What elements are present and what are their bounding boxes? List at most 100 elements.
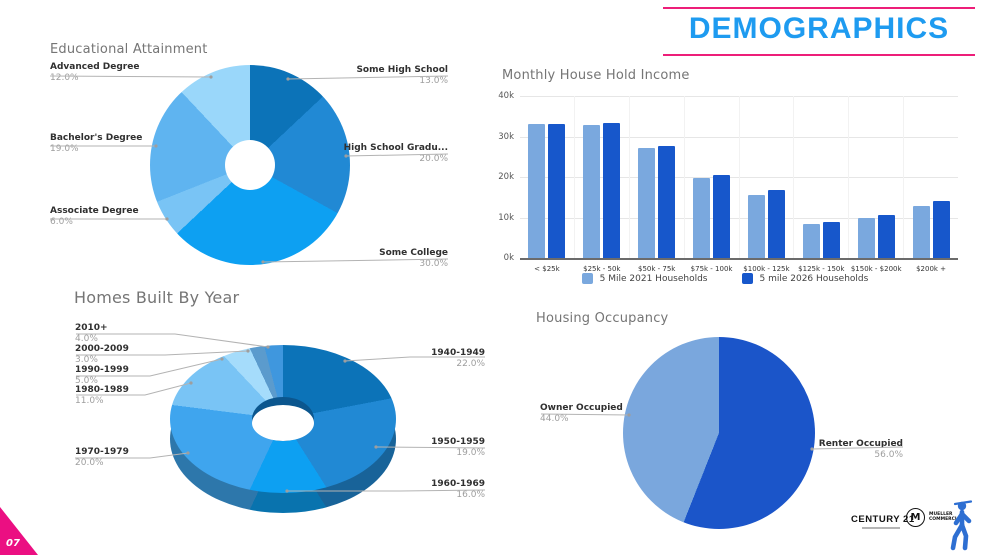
slice-label: Advanced Degree: [50, 62, 140, 72]
bar: [548, 123, 566, 258]
walking-person-icon: [950, 500, 973, 551]
x-tick-label: $100k - 125k: [743, 265, 790, 273]
bar: [603, 123, 621, 258]
slice-label: Bachelor's Degree: [50, 133, 143, 143]
mueller-monogram: M: [906, 508, 925, 527]
century21-logo: CENTURY 21: [851, 514, 915, 525]
x-tick-label: $200k +: [916, 265, 947, 273]
bar: [912, 205, 930, 258]
bar: [857, 218, 875, 258]
slice-value: 19.0%: [50, 144, 79, 154]
education-label-some-college: Some College 30.0%: [288, 248, 448, 270]
homes-label-1970-1979: 1970-1979 20.0%: [75, 447, 129, 469]
legend-item: 5 mile 2026 Households: [741, 273, 869, 284]
slice-label: 1970-1979: [75, 447, 129, 457]
homes-label-1990-1999: 1990-1999 5.0%: [75, 365, 129, 387]
bar-group: $75k - 100k: [683, 96, 739, 273]
slice-label: 1990-1999: [75, 365, 129, 375]
slice-value: 19.0%: [456, 448, 485, 458]
education-chart-title: Educational Attainment: [50, 42, 208, 57]
legend-label: 5 mile 2026 Households: [759, 273, 869, 284]
slice-label: 1940-1949: [431, 348, 485, 358]
homes-label-1940-1949: 1940-1949 22.0%: [325, 348, 485, 370]
mueller-line1: MUELLER: [929, 512, 953, 517]
legend-item: 5 Mile 2021 Households: [581, 273, 708, 284]
homes-donut-chart: [170, 345, 396, 513]
slice-label: 2010+: [75, 323, 108, 333]
x-axis-line: [520, 258, 958, 260]
bar: [528, 124, 546, 258]
bar: [822, 221, 840, 258]
slice-label: 1950-1959: [431, 437, 485, 447]
slice-value: 11.0%: [75, 396, 104, 406]
slice-value: 13.0%: [419, 76, 448, 86]
bar: [932, 200, 950, 258]
slice-value: 44.0%: [540, 414, 569, 424]
homes-label-1980-1989: 1980-1989 11.0%: [75, 385, 129, 407]
x-tick-label: $75k - 100k: [690, 265, 733, 273]
education-donut-hole: [225, 140, 275, 190]
x-tick-label: $150k - $200k: [850, 265, 902, 273]
slice-value: 6.0%: [50, 217, 73, 227]
y-tick-label: 10k: [498, 212, 514, 223]
slice-value: 56.0%: [874, 450, 903, 460]
slice-value: 20.0%: [75, 458, 104, 468]
mueller-logo-text: MUELLER COMMERCIAL: [929, 512, 963, 522]
bar: [693, 178, 711, 258]
mueller-line2: COMMERCIAL: [929, 517, 963, 522]
bar: [767, 189, 785, 258]
bar-group: $100k - 125k: [738, 96, 794, 273]
homes-label-1960-1969: 1960-1969 16.0%: [325, 479, 485, 501]
bar-group: $25k - 50k: [573, 96, 629, 273]
slice-label: High School Gradu...: [343, 143, 448, 153]
income-legend: 5 Mile 2021 Households 5 mile 2026 Househ…: [505, 273, 945, 284]
legend-label: 5 Mile 2021 Households: [599, 273, 708, 284]
slice-label: Some College: [379, 248, 448, 258]
education-label-some-high-school: Some High School 13.0%: [288, 65, 448, 87]
bar-row: < $25k $25k - 50k $50k - 75k $75k - 100k $10…: [520, 96, 958, 273]
slice-value: 5.0%: [75, 376, 98, 386]
x-tick-label: < $25k: [534, 265, 560, 273]
education-donut-chart: [150, 65, 350, 265]
header-rule-top: [663, 7, 975, 9]
education-label-advanced-degree: Advanced Degree 12.0%: [50, 62, 139, 84]
slice-value: 22.0%: [456, 359, 485, 369]
slice-value: 12.0%: [50, 73, 79, 83]
y-tick-label: 40k: [498, 91, 514, 101]
slice-label: Renter Occupied: [818, 439, 903, 449]
century21-tagline: [862, 527, 900, 529]
education-label-bachelors-degree: Bachelor's Degree 19.0%: [50, 133, 142, 155]
homes-chart-title: Homes Built By Year: [74, 288, 240, 307]
slice-label: Associate Degree: [50, 206, 139, 216]
bar: [638, 148, 656, 258]
bar-group: $125k - 150k: [793, 96, 848, 273]
x-tick-label: $125k - 150k: [798, 265, 845, 273]
x-tick-label: $50k - 75k: [638, 265, 676, 273]
education-label-associate-degree: Associate Degree 6.0%: [50, 206, 139, 228]
bar: [658, 145, 676, 258]
legend-swatch: [741, 273, 753, 284]
slice-value: 30.0%: [419, 259, 448, 269]
homes-label-2010plus: 2010+ 4.0%: [75, 323, 108, 345]
y-tick-label: 0k: [503, 253, 514, 263]
income-bar-chart: 40k 30k 20k 10k 0k < $25k $25k - 50k $50k - 75k…: [498, 91, 958, 273]
bar: [583, 125, 601, 258]
bar: [802, 223, 820, 258]
legend-swatch: [581, 273, 593, 284]
occupancy-chart-title: Housing Occupancy: [536, 311, 669, 326]
occupancy-pie-chart: [623, 337, 815, 529]
y-tick-label: 20k: [498, 172, 514, 182]
income-chart-title: Monthly House Hold Income: [502, 68, 690, 83]
x-tick-label: $25k - 50k: [583, 265, 621, 273]
page-title: DEMOGRAPHICS: [688, 12, 950, 45]
y-tick-label: 30k: [498, 131, 514, 142]
bar: [747, 195, 765, 258]
education-label-high-school-graduate: High School Gradu... 20.0%: [288, 143, 448, 165]
bar: [713, 174, 731, 258]
slice-value: 16.0%: [456, 490, 485, 500]
bar-group: < $25k: [520, 96, 574, 273]
slice-label: Some High School: [356, 65, 448, 75]
slice-label: 2000-2009: [75, 344, 129, 354]
slice-label: 1960-1969: [431, 479, 485, 489]
header-rule-bottom: [663, 54, 975, 56]
